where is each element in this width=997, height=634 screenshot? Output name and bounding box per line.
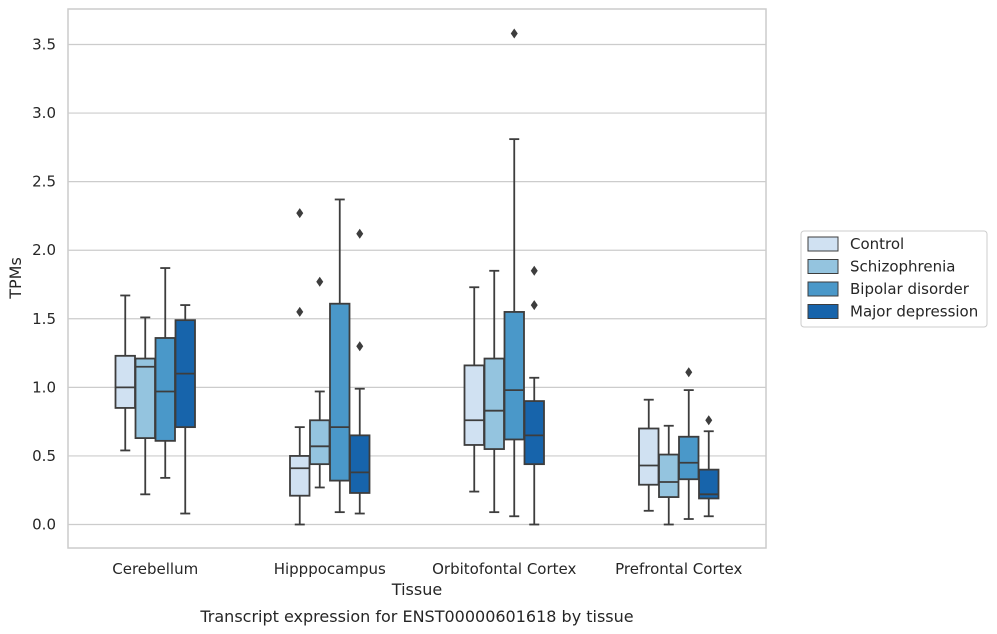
series-group (114, 208, 660, 526)
iqr-box (678, 435, 700, 481)
y-tick-label: 1.5 (32, 310, 56, 328)
box-plot-item (289, 208, 311, 526)
y-tick-label: 1.0 (32, 378, 56, 396)
box-plot-area (114, 28, 720, 526)
x-tick-label: Hipppocampus (274, 560, 386, 578)
box-plot-item (698, 415, 720, 518)
box-plot-item (503, 28, 525, 518)
iqr-box (638, 427, 660, 486)
legend-swatch (807, 281, 839, 297)
box-plot-item (134, 316, 156, 496)
outlier-point (510, 28, 518, 39)
series-group (134, 269, 680, 526)
box-plot-item (349, 228, 371, 515)
legend-label: Control (850, 235, 904, 253)
iqr-box (658, 453, 680, 498)
box-plot-item (658, 424, 680, 526)
outlier-point (356, 341, 364, 352)
legend-swatch (807, 304, 839, 319)
legend-item: Bipolar disorder (807, 280, 970, 298)
iqr-box (523, 400, 545, 466)
iqr-box (483, 357, 505, 450)
x-axis-title: Tissue (391, 580, 442, 599)
iqr-box (349, 434, 371, 494)
outlier-point (356, 228, 364, 239)
legend-swatch (807, 236, 839, 252)
y-tick-label: 0.0 (32, 516, 56, 534)
box-plot-item (483, 269, 505, 514)
box-plot-item (523, 265, 545, 526)
box-plot-item (463, 286, 485, 493)
iqr-box (503, 311, 525, 441)
iqr-box (309, 419, 331, 466)
y-tick-label: 0.5 (32, 447, 56, 465)
box-plot-item (309, 276, 331, 489)
legend-label: Major depression (850, 303, 978, 321)
outlier-point (296, 306, 304, 317)
outlier-point (530, 265, 538, 276)
box-plot-item (678, 367, 700, 520)
legend-label: Bipolar disorder (850, 280, 970, 298)
legend-item: Major depression (807, 303, 978, 321)
outlier-point (705, 415, 713, 426)
plot-area-frame (67, 8, 767, 549)
x-axis-ticks: Cerebellum Hipppocampus Orbitofontal Corte… (112, 560, 742, 578)
figure-caption: Transcript expression for ENST0000060161… (199, 607, 633, 626)
outlier-point (685, 367, 693, 378)
iqr-box (154, 337, 176, 442)
y-axis-ticks: 0.0 0.5 1.0 1.5 2.0 2.5 3.0 3.5 (32, 36, 56, 534)
x-tick-label: Cerebellum (112, 560, 198, 578)
iqr-box (134, 357, 156, 439)
outlier-point (316, 276, 324, 287)
box-plot-item (174, 304, 196, 515)
y-tick-label: 3.5 (32, 36, 56, 54)
box-plot-item (638, 398, 660, 512)
legend-swatch (807, 259, 839, 274)
y-tick-label: 2.5 (32, 173, 56, 191)
series-group (154, 28, 700, 520)
iqr-box (114, 354, 136, 409)
iqr-box (289, 455, 311, 497)
legend-frame (800, 230, 988, 328)
iqr-box (329, 302, 351, 482)
series-group (174, 228, 720, 526)
x-tick-label: Orbitofontal Cortex (432, 560, 576, 578)
y-tick-label: 3.0 (32, 104, 56, 122)
legend: Control Schizophrenia Bipolar disorder Majo… (800, 230, 988, 328)
legend-item: Control (807, 235, 904, 253)
x-tick-label: Prefrontal Cortex (615, 560, 742, 578)
y-tick-label: 2.0 (32, 241, 56, 259)
legend-item: Schizophrenia (807, 258, 955, 276)
iqr-box (463, 364, 485, 446)
iqr-box (698, 468, 720, 500)
legend-label: Schizophrenia (850, 258, 955, 276)
gridlines (68, 43, 766, 526)
outlier-point (296, 208, 304, 219)
outlier-point (530, 300, 538, 311)
y-axis-title: TPMs (6, 257, 25, 300)
legend-items: Control Schizophrenia Bipolar disorder Majo… (807, 235, 978, 321)
box-plot-item (329, 198, 351, 514)
box-plot-item (114, 294, 136, 452)
box-plot-item (154, 267, 176, 479)
